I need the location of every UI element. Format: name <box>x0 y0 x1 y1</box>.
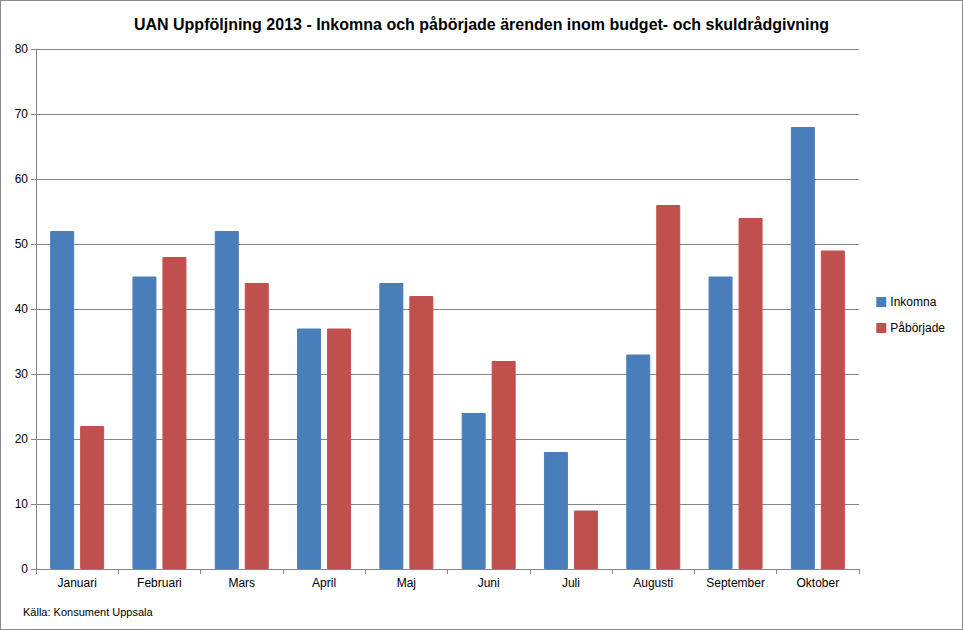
svg-text:70: 70 <box>15 107 29 121</box>
svg-text:0: 0 <box>21 562 28 576</box>
svg-text:Källa: Konsument Uppsala: Källa: Konsument Uppsala <box>23 606 154 618</box>
svg-text:80: 80 <box>15 42 29 56</box>
svg-text:40: 40 <box>15 302 29 316</box>
svg-text:10: 10 <box>15 497 29 511</box>
svg-text:Mars: Mars <box>228 576 255 590</box>
svg-text:Maj: Maj <box>397 576 416 590</box>
svg-text:Påbörjade: Påbörjade <box>890 321 945 335</box>
svg-text:Inkomna: Inkomna <box>890 295 936 309</box>
svg-text:Juni: Juni <box>478 576 500 590</box>
svg-text:20: 20 <box>15 432 29 446</box>
svg-text:Juli: Juli <box>562 576 580 590</box>
svg-text:30: 30 <box>15 367 29 381</box>
svg-text:Augusti: Augusti <box>633 576 673 590</box>
svg-text:50: 50 <box>15 237 29 251</box>
svg-text:Oktober: Oktober <box>797 576 840 590</box>
svg-text:UAN Uppföljning 2013 - Inkomna: UAN Uppföljning 2013 - Inkomna och påbör… <box>134 16 829 33</box>
svg-text:April: April <box>312 576 336 590</box>
svg-text:Februari: Februari <box>137 576 182 590</box>
svg-text:September: September <box>706 576 765 590</box>
svg-text:60: 60 <box>15 172 29 186</box>
svg-text:Januari: Januari <box>57 576 96 590</box>
